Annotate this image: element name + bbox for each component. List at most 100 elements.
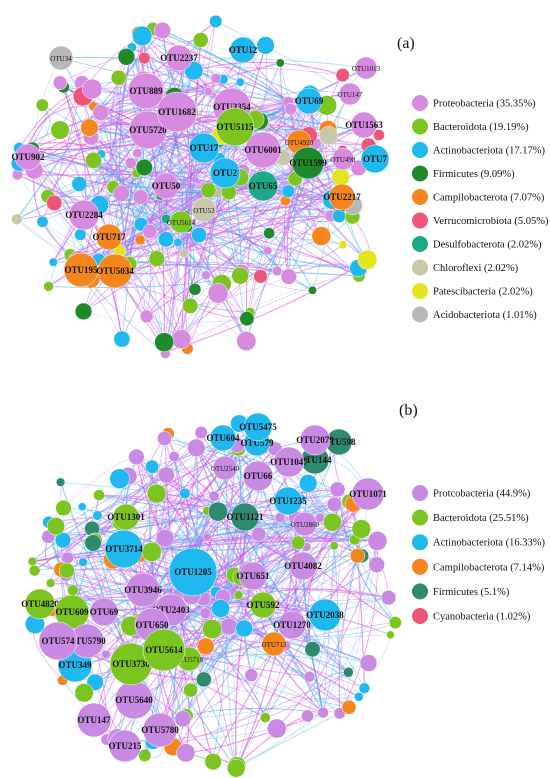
network-edge xyxy=(187,275,359,349)
network-node xyxy=(357,249,378,270)
network-node xyxy=(113,330,131,348)
network-edge xyxy=(184,62,329,137)
network-node xyxy=(195,671,212,688)
network-node xyxy=(236,331,257,352)
network-node xyxy=(85,151,102,169)
node-label: OTU3730 xyxy=(112,659,150,669)
network-node xyxy=(244,668,259,682)
network-node xyxy=(200,182,217,199)
network-edge xyxy=(48,509,218,538)
node-OTU717 xyxy=(95,223,123,251)
node-label: OTU4820 xyxy=(21,599,59,609)
network-node xyxy=(92,510,103,521)
network-node xyxy=(67,584,79,596)
network-edge xyxy=(159,539,356,731)
legend-label-a-6: Desulfobacterota (2.02%) xyxy=(433,240,542,251)
legend-label-b-0: Protcobacteria (44.9%) xyxy=(433,489,531,500)
legend-a: Proteobacteria (35.35%) Bacteroidota (19.… xyxy=(412,95,549,323)
legend-label-a-0: Proteobacteria (35.35%) xyxy=(433,99,536,110)
network-node xyxy=(359,654,378,672)
node-label: OTU2540 xyxy=(211,465,240,473)
node-OTU1235 xyxy=(273,486,303,516)
network-node xyxy=(117,48,136,66)
network-node xyxy=(176,743,196,763)
node-label: OTU215 xyxy=(108,741,142,751)
network-node xyxy=(148,250,166,267)
network-node xyxy=(183,682,198,698)
network-node xyxy=(343,667,354,678)
node-OTU53 xyxy=(191,197,217,223)
node-OTU5034 xyxy=(97,253,133,289)
node-OTU5614 xyxy=(169,210,193,234)
network-node xyxy=(323,512,342,532)
network-node xyxy=(173,237,183,248)
node-OTU498 xyxy=(331,147,355,171)
node-OTU1013 xyxy=(354,56,378,80)
network-node xyxy=(380,590,397,606)
network-node xyxy=(209,14,223,28)
network-node xyxy=(207,282,229,304)
network-node xyxy=(135,158,153,177)
node-label: OTU195 xyxy=(64,265,98,275)
panel-a-label: (a) xyxy=(397,35,415,52)
node-label: OTU1047 xyxy=(270,457,308,467)
node-OTU34 xyxy=(48,45,74,71)
node-label: OTU349 xyxy=(58,660,92,670)
network-node xyxy=(43,281,54,292)
network-edge xyxy=(165,45,267,353)
network-node xyxy=(311,226,332,246)
network-edge xyxy=(152,28,300,143)
node-label: OTU4920 xyxy=(285,139,314,147)
network-node xyxy=(202,532,212,542)
network-node xyxy=(235,77,245,87)
node-OTU574 xyxy=(38,621,78,661)
node-label: OTU579 xyxy=(240,438,274,448)
network-node xyxy=(171,329,192,349)
node-OTU1047 xyxy=(273,446,305,478)
network-node xyxy=(92,104,110,122)
network-node xyxy=(141,541,162,562)
node-label: OTU1270 xyxy=(273,620,311,630)
network-node xyxy=(338,240,348,250)
legend-label-b-5: Cyanobacteria (1.02%) xyxy=(433,612,531,623)
network-edge xyxy=(203,528,362,599)
legend-swatch-a-1 xyxy=(412,118,428,135)
network-node xyxy=(74,302,93,321)
node-label: OTU50 xyxy=(152,181,181,191)
network-edge xyxy=(17,174,359,269)
node-label: OTU12 xyxy=(229,45,258,55)
node-OTU66 xyxy=(242,460,274,492)
legend-swatch-a-9 xyxy=(412,306,428,323)
node-label: OTU598 xyxy=(322,437,356,447)
network-node xyxy=(256,36,275,55)
node-OTU5475 xyxy=(243,412,273,442)
network-node xyxy=(372,129,385,141)
network-edge xyxy=(213,439,316,497)
network-node xyxy=(82,78,103,100)
node-label: OTU902 xyxy=(11,152,45,162)
network-node xyxy=(202,619,223,640)
network-node xyxy=(233,590,244,600)
network-edge xyxy=(187,208,339,228)
network-edge xyxy=(236,564,377,769)
node-label: OTU66 xyxy=(244,471,273,481)
node-label: OTU5034 xyxy=(96,266,134,276)
network-edge xyxy=(27,156,344,205)
legend-swatch-b-3 xyxy=(412,558,428,575)
network-edge xyxy=(84,176,341,208)
network-edge xyxy=(32,474,167,562)
nodes-layer-a: OTU1013 OTU147 OTU498 OTU5614 OTU4920 OTU53 OT… xyxy=(10,14,390,359)
node-OTU5780 xyxy=(142,712,178,748)
legend-swatch-a-3 xyxy=(412,165,428,182)
network-edge xyxy=(240,82,344,160)
network-node xyxy=(220,617,238,636)
node-label: OTU34 xyxy=(50,55,72,63)
legend-swatch-b-5 xyxy=(412,608,428,624)
network-edge xyxy=(151,519,299,553)
network-node xyxy=(168,451,180,462)
node-label: OTU147 xyxy=(338,91,363,99)
network-node xyxy=(388,616,402,630)
network-edge xyxy=(236,712,324,766)
network-node xyxy=(239,311,255,327)
network-node xyxy=(153,21,172,40)
